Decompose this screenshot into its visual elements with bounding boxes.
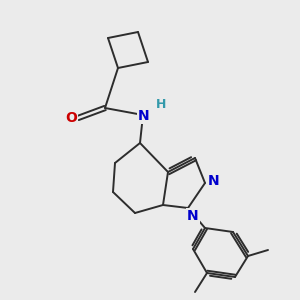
Text: O: O	[65, 111, 77, 125]
Text: N: N	[187, 209, 199, 223]
Text: N: N	[138, 109, 150, 123]
Text: H: H	[156, 98, 166, 112]
Text: N: N	[208, 174, 220, 188]
